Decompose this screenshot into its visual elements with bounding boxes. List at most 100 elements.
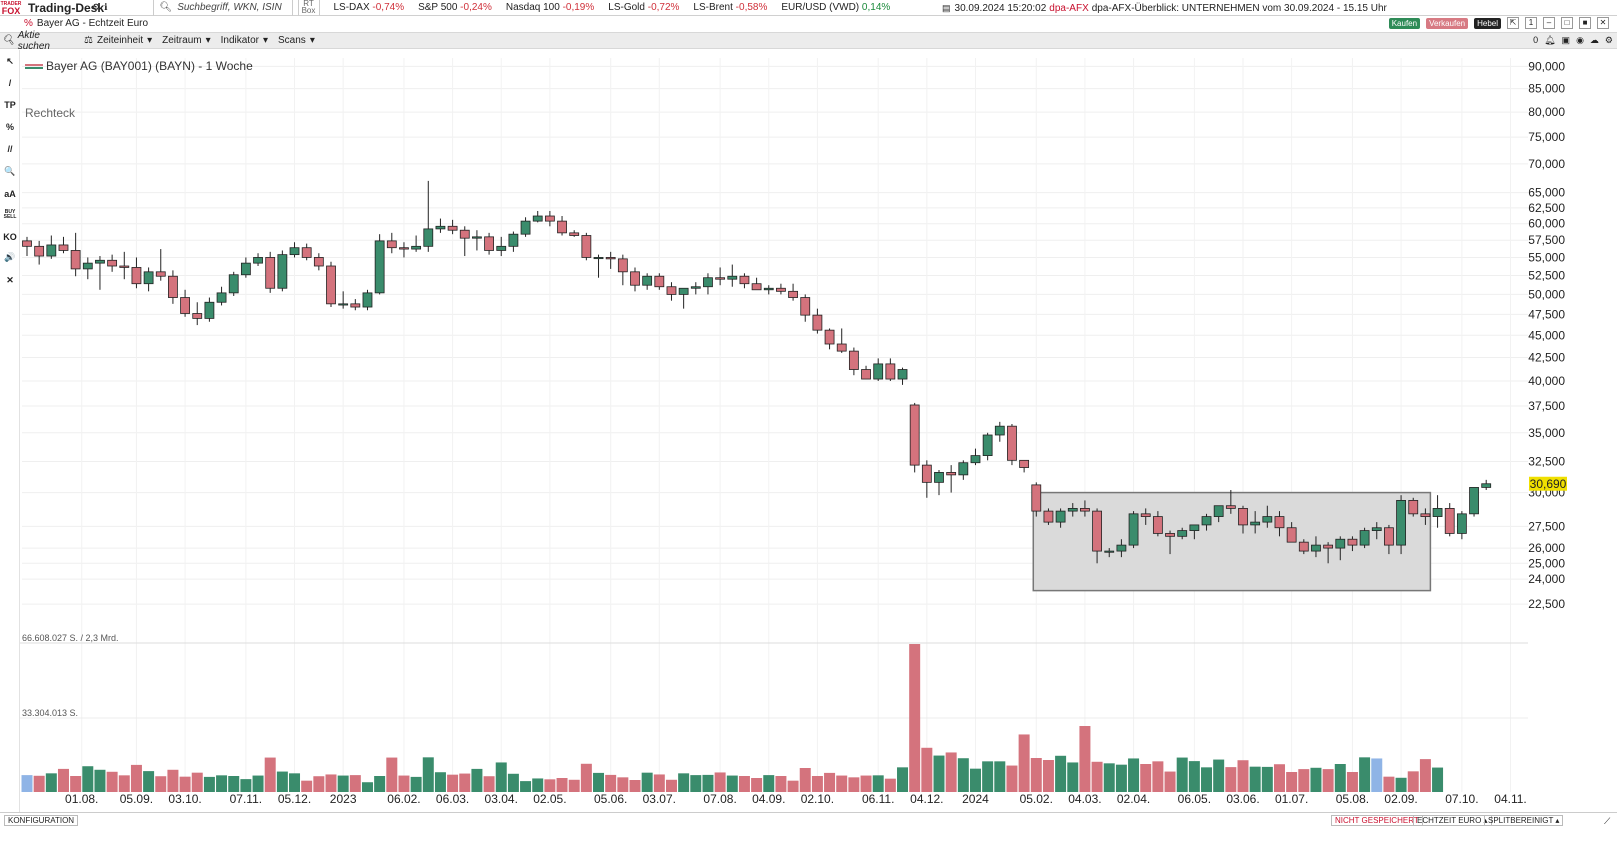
- settings-icon[interactable]: ✕: [1597, 17, 1609, 29]
- volume-bar: [811, 776, 823, 792]
- volume-bar: [897, 767, 909, 792]
- candle-body: [678, 287, 689, 295]
- ticker-change: -0,24%: [460, 2, 492, 13]
- candle-body: [423, 228, 434, 247]
- maximize-icon[interactable]: □: [1561, 17, 1573, 29]
- rt-box-button[interactable]: RT Box: [297, 0, 320, 16]
- sound-icon[interactable]: 🔊: [4, 252, 16, 262]
- sell-button[interactable]: Verkaufen: [1426, 17, 1469, 29]
- candle-body: [520, 220, 531, 235]
- close-icon[interactable]: ■: [1579, 17, 1591, 29]
- volume-bar: [1188, 761, 1200, 792]
- y-tick-label: 47,500: [1528, 307, 1565, 321]
- parallel-icon[interactable]: //: [7, 144, 13, 154]
- ticker-item[interactable]: LS-Gold -0,72%: [608, 2, 679, 13]
- price-chart[interactable]: 90,000 85,000 80,000 75,000 70,000 65,00062,5…: [0, 50, 1617, 812]
- realtime-dropdown[interactable]: ECHTZEIT EURO ▴: [1413, 815, 1492, 826]
- menu-timespan[interactable]: Zeitraum ▾: [162, 35, 210, 46]
- rt-box-line2: Box: [301, 5, 316, 15]
- stock-search[interactable]: 🔍︎ Aktie suchen: [0, 30, 74, 52]
- pointer-icon[interactable]: ↖: [6, 56, 14, 66]
- target-icon[interactable]: TP: [4, 100, 16, 110]
- candle-body: [1092, 510, 1102, 552]
- candle-body: [1055, 510, 1066, 523]
- camera-icon[interactable]: ◉: [1576, 35, 1584, 45]
- y-tick-label: 32,500: [1528, 455, 1565, 469]
- gear-icon[interactable]: ⚙: [92, 2, 101, 12]
- candle-body: [1213, 505, 1224, 517]
- volume-bar: [520, 781, 532, 792]
- candle-body: [946, 472, 957, 476]
- global-search-input[interactable]: 🔍︎ Suchbegriff, WKN, ISIN: [152, 0, 293, 16]
- candle-body: [95, 259, 105, 264]
- candle-body: [1347, 538, 1358, 546]
- share-icon[interactable]: ⇱: [1507, 17, 1519, 29]
- volume-bar: [398, 775, 410, 792]
- menu-indicator[interactable]: Indikator ▾: [221, 35, 268, 46]
- candle-body: [204, 301, 215, 319]
- candle-body: [848, 350, 859, 370]
- x-tick-label: 03.10.: [168, 792, 201, 806]
- candle-body: [180, 297, 190, 314]
- menu-scans[interactable]: Scans ▾: [278, 35, 315, 46]
- candle-body: [921, 464, 932, 483]
- search-icon: 🔍︎: [159, 2, 173, 13]
- ticker-item[interactable]: LS-Brent -0,58%: [693, 2, 767, 13]
- x-tick-label: 06.11.: [862, 792, 894, 806]
- volume-bar: [240, 779, 252, 792]
- volume-bar: [1334, 764, 1346, 792]
- volume-bar: [824, 772, 836, 792]
- volume-bar: [1176, 757, 1188, 792]
- delete-icon[interactable]: ✕: [6, 275, 14, 285]
- split-adjusted-dropdown[interactable]: SPLITBEREINIGT ▴: [1484, 815, 1564, 826]
- ticker-item[interactable]: Nasdaq 100 -0,19%: [506, 2, 594, 13]
- lever-button[interactable]: Hebel: [1474, 17, 1501, 29]
- folder-icon[interactable]: ▣: [1561, 35, 1571, 45]
- traderfox-logo[interactable]: TRADER FOX: [0, 0, 22, 16]
- candle-body: [1116, 544, 1127, 552]
- ticker-item[interactable]: LS-DAX -0,74%: [334, 2, 405, 13]
- text-icon[interactable]: aA: [4, 189, 16, 199]
- line-icon[interactable]: /: [8, 78, 12, 88]
- not-saved-badge[interactable]: NICHT GESPEICHERT: [1331, 815, 1423, 826]
- rt-box-line1: RT: [303, 0, 314, 8]
- config-button[interactable]: KONFIGURATION: [4, 815, 79, 826]
- info-icon[interactable]: ℹ: [104, 2, 108, 12]
- resize-grip-icon[interactable]: ⟋: [1604, 816, 1611, 826]
- menu-scans-label: Scans: [278, 35, 306, 46]
- volume-bar: [1249, 766, 1261, 792]
- volume-bar: [872, 775, 884, 792]
- bell-icon[interactable]: 🔔︎: [1544, 35, 1556, 45]
- candle-body: [131, 267, 142, 285]
- menu-timespan-label: Zeitraum: [162, 35, 202, 46]
- x-tick-label: 01.08.: [65, 792, 98, 806]
- ko-icon[interactable]: KO: [3, 232, 17, 242]
- candle-body: [982, 434, 993, 456]
- gear-icon[interactable]: ⚙: [1604, 35, 1613, 45]
- x-tick-label: 02.09.: [1384, 792, 1417, 806]
- volume-bar: [1432, 767, 1444, 792]
- candle-body: [1128, 513, 1139, 546]
- candle-body: [934, 472, 944, 483]
- buy-sell-icon[interactable]: BUY SELL: [3, 209, 17, 220]
- candle-body: [459, 229, 470, 239]
- ticker-item[interactable]: EUR/USD (VWD) 0,14%: [781, 2, 890, 13]
- chevron-down-icon: ▾: [309, 35, 315, 46]
- volume-bar: [386, 757, 398, 792]
- zoom-icon[interactable]: 🔍: [4, 166, 16, 176]
- volume-bar: [1322, 769, 1334, 792]
- minimize-icon[interactable]: –: [1543, 17, 1555, 29]
- x-tick-label: 07.11.: [230, 792, 262, 806]
- ticker-item[interactable]: S&P 500 -0,24%: [418, 2, 492, 13]
- search-placeholder: Suchbegriff, WKN, ISIN: [177, 2, 282, 13]
- buy-button[interactable]: Kaufen: [1388, 17, 1421, 29]
- window-count[interactable]: 1: [1525, 17, 1537, 29]
- menu-timeunit[interactable]: ⚖ Zeiteinheit ▾: [84, 35, 152, 46]
- volume-bar: [580, 763, 592, 792]
- volume-bar: [361, 782, 373, 792]
- cloud-icon[interactable]: ☁: [1589, 35, 1599, 45]
- candle-body: [374, 240, 385, 294]
- clock-icon: ⚖: [84, 35, 93, 46]
- news-ticker[interactable]: ▤ 30.09.2024 15:20:02 dpa-AFX dpa-AFX-Üb…: [942, 0, 1387, 16]
- percent-icon[interactable]: %: [5, 122, 14, 132]
